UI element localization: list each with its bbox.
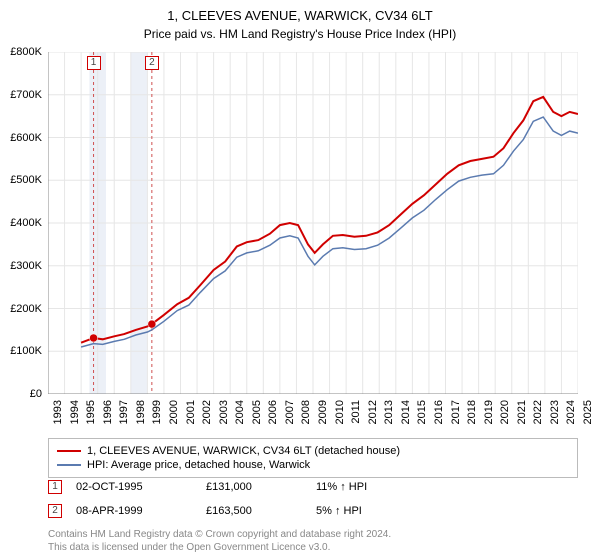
y-axis-label: £400K bbox=[0, 217, 42, 229]
x-axis-label: 2003 bbox=[218, 400, 230, 424]
x-axis-label: 2010 bbox=[334, 400, 346, 424]
x-axis-label: 2018 bbox=[466, 400, 478, 424]
y-axis-label: £200K bbox=[0, 303, 42, 315]
x-axis-label: 2011 bbox=[350, 400, 362, 424]
y-axis-label: £800K bbox=[0, 46, 42, 58]
x-axis-label: 1996 bbox=[102, 400, 114, 424]
x-axis-label: 2013 bbox=[383, 400, 395, 424]
chart-container: 1, CLEEVES AVENUE, WARWICK, CV34 6LT Pri… bbox=[0, 0, 600, 560]
sale-hpi-delta: 5% ↑ HPI bbox=[316, 505, 416, 517]
sale-row: 1 02-OCT-1995£131,00011% ↑ HPI bbox=[48, 480, 416, 494]
legend-label: 1, CLEEVES AVENUE, WARWICK, CV34 6LT (de… bbox=[87, 445, 400, 457]
x-axis-label: 2025 bbox=[582, 400, 594, 424]
y-axis-label: £700K bbox=[0, 89, 42, 101]
x-axis-label: 2000 bbox=[168, 400, 180, 424]
sale-row: 2 08-APR-1999£163,5005% ↑ HPI bbox=[48, 504, 416, 518]
footer-line-1: Contains HM Land Registry data © Crown c… bbox=[48, 528, 391, 541]
legend: 1, CLEEVES AVENUE, WARWICK, CV34 6LT (de… bbox=[48, 438, 578, 478]
x-axis-label: 2004 bbox=[234, 400, 246, 424]
x-axis-label: 2017 bbox=[450, 400, 462, 424]
sale-hpi-delta: 11% ↑ HPI bbox=[316, 481, 416, 493]
x-axis-label: 2007 bbox=[284, 400, 296, 424]
x-axis-label: 2019 bbox=[483, 400, 495, 424]
x-axis-label: 2009 bbox=[317, 400, 329, 424]
x-axis-label: 2022 bbox=[532, 400, 544, 424]
event-marker: 2 bbox=[145, 56, 159, 70]
x-axis-label: 2024 bbox=[565, 400, 577, 424]
x-axis-label: 2012 bbox=[367, 400, 379, 424]
plot-area bbox=[48, 52, 578, 394]
x-axis-label: 1995 bbox=[85, 400, 97, 424]
sale-price: £131,000 bbox=[206, 481, 316, 493]
event-marker: 1 bbox=[87, 56, 101, 70]
legend-swatch bbox=[57, 450, 81, 452]
sale-date: 02-OCT-1995 bbox=[76, 481, 206, 493]
y-axis-label: £500K bbox=[0, 174, 42, 186]
legend-label: HPI: Average price, detached house, Warw… bbox=[87, 459, 310, 471]
sale-date: 08-APR-1999 bbox=[76, 505, 206, 517]
x-axis-label: 2015 bbox=[416, 400, 428, 424]
y-axis-label: £0 bbox=[0, 388, 42, 400]
y-axis-label: £300K bbox=[0, 260, 42, 272]
x-axis-label: 2001 bbox=[185, 400, 197, 424]
x-axis-label: 1993 bbox=[52, 400, 64, 424]
sale-marker: 1 bbox=[48, 480, 62, 494]
x-axis-label: 2008 bbox=[300, 400, 312, 424]
legend-item: HPI: Average price, detached house, Warw… bbox=[57, 459, 569, 471]
x-axis-label: 1997 bbox=[118, 400, 130, 424]
x-axis-label: 2023 bbox=[549, 400, 561, 424]
x-axis-label: 1998 bbox=[135, 400, 147, 424]
x-axis-label: 2002 bbox=[201, 400, 213, 424]
footer-attribution: Contains HM Land Registry data © Crown c… bbox=[48, 528, 391, 554]
sale-marker: 2 bbox=[48, 504, 62, 518]
y-axis-label: £100K bbox=[0, 345, 42, 357]
chart-title: 1, CLEEVES AVENUE, WARWICK, CV34 6LT bbox=[0, 0, 600, 23]
x-axis-label: 2014 bbox=[400, 400, 412, 424]
x-axis-label: 2021 bbox=[516, 400, 528, 424]
sale-price: £163,500 bbox=[206, 505, 316, 517]
chart-subtitle: Price paid vs. HM Land Registry's House … bbox=[0, 23, 600, 41]
x-axis-label: 1999 bbox=[151, 400, 163, 424]
x-axis-label: 2016 bbox=[433, 400, 445, 424]
x-axis-label: 2005 bbox=[251, 400, 263, 424]
legend-item: 1, CLEEVES AVENUE, WARWICK, CV34 6LT (de… bbox=[57, 445, 569, 457]
x-axis-label: 2006 bbox=[267, 400, 279, 424]
x-axis-label: 1994 bbox=[69, 400, 81, 424]
legend-swatch bbox=[57, 464, 81, 466]
line-chart-svg bbox=[48, 52, 578, 394]
footer-line-2: This data is licensed under the Open Gov… bbox=[48, 541, 391, 554]
x-axis-label: 2020 bbox=[499, 400, 511, 424]
y-axis-label: £600K bbox=[0, 132, 42, 144]
